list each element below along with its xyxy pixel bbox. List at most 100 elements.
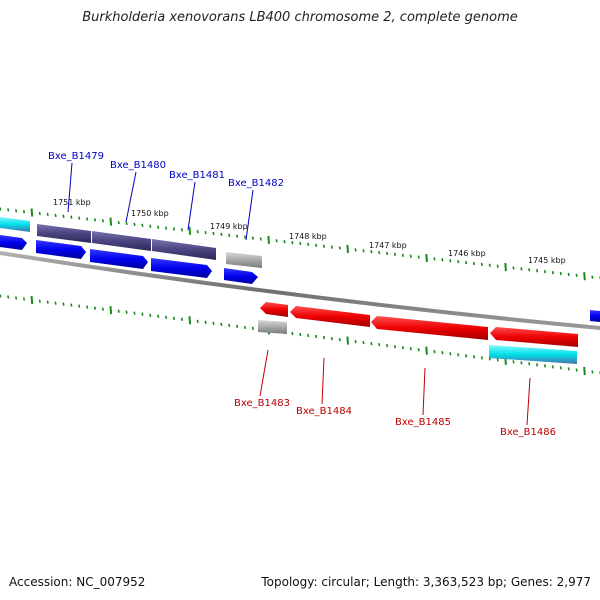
minor-tick <box>512 266 515 270</box>
gene-label-Bxe_B1482[interactable]: Bxe_B1482 <box>228 178 284 189</box>
minor-tick <box>322 244 326 248</box>
label-leaders <box>67 162 531 426</box>
minor-tick <box>457 353 460 357</box>
minor-tick <box>101 307 104 311</box>
minor-tick <box>180 228 183 232</box>
minor-tick <box>378 342 381 347</box>
minor-tick <box>22 297 26 301</box>
minor-tick <box>441 258 444 262</box>
gene-arrow-Bxe_B1480 <box>90 249 148 269</box>
minor-tick <box>236 324 239 329</box>
forward-genes[interactable] <box>0 235 600 322</box>
gene-arrow-Bxe_B1482 <box>224 268 258 284</box>
minor-tick <box>417 255 420 259</box>
gene-arrow-Bxe_B1479 <box>36 240 86 259</box>
scale-label-1751: 1751 kbp <box>53 198 91 207</box>
minor-tick <box>117 309 120 313</box>
minor-tick <box>125 310 128 314</box>
scale-label-1748: 1748 kbp <box>289 232 327 241</box>
minor-tick <box>354 339 357 344</box>
minor-tick <box>149 224 152 228</box>
cog-bars-reverse <box>258 320 577 364</box>
leader-Bxe_B1480 <box>125 171 137 223</box>
cog-bar <box>489 345 577 364</box>
gene-label-Bxe_B1479[interactable]: Bxe_B1479 <box>48 151 104 162</box>
minor-tick <box>567 367 570 371</box>
minor-tick <box>536 269 539 273</box>
minor-tick <box>393 252 397 257</box>
minor-tick <box>401 346 404 350</box>
minor-tick <box>243 325 247 330</box>
minor-tick <box>291 240 294 245</box>
gene-label-Bxe_B1480[interactable]: Bxe_B1480 <box>110 160 166 171</box>
minor-tick <box>117 220 120 225</box>
minor-tick <box>362 340 365 345</box>
gene-label-Bxe_B1483[interactable]: Bxe_B1483 <box>234 398 290 409</box>
minor-tick <box>54 301 57 305</box>
minor-tick <box>149 313 152 317</box>
major-tick <box>188 316 192 325</box>
minor-tick <box>362 249 365 253</box>
gene-arrow-Bxe_B1484 <box>290 306 370 327</box>
minor-tick <box>386 251 389 256</box>
scale-label-1749: 1749 kbp <box>210 222 248 231</box>
genome-stats-text: Topology: circular; Length: 3,363,523 bp… <box>261 575 591 589</box>
minor-tick <box>370 250 373 254</box>
minor-tick <box>315 334 318 339</box>
minor-tick <box>70 303 73 307</box>
minor-tick <box>204 320 207 324</box>
minor-tick <box>165 226 168 230</box>
minor-tick <box>488 263 491 267</box>
minor-tick <box>472 261 476 266</box>
minor-tick <box>386 343 389 348</box>
gene-arrow-Bxe_B1485 <box>371 316 488 340</box>
minor-tick <box>62 214 65 218</box>
minor-tick <box>520 361 523 365</box>
minor-tick <box>93 218 97 222</box>
leader-Bxe_B1485 <box>422 367 426 416</box>
minor-tick <box>354 248 357 252</box>
leader-Bxe_B1483 <box>259 349 269 397</box>
minor-tick <box>496 264 499 268</box>
leader-Bxe_B1486 <box>526 377 531 426</box>
cog-bars-forward <box>0 217 262 268</box>
minor-tick <box>591 370 594 374</box>
minor-tick <box>520 267 523 271</box>
leader-Bxe_B1482 <box>245 189 254 241</box>
minor-tick <box>133 311 136 315</box>
minor-tick <box>543 364 547 368</box>
minor-tick <box>315 243 318 247</box>
minor-tick <box>480 262 483 267</box>
gene-label-Bxe_B1484[interactable]: Bxe_B1484 <box>296 406 352 417</box>
minor-tick <box>172 316 176 320</box>
reverse-genes[interactable] <box>260 302 578 347</box>
gene-arrow-Bxe_B1486 <box>490 327 578 347</box>
minor-tick <box>338 337 341 342</box>
map-title: Burkholderia xenovorans LB400 chromosome… <box>82 10 518 25</box>
minor-tick <box>141 312 144 316</box>
minor-tick <box>15 296 18 300</box>
minor-tick <box>299 332 302 337</box>
accession-text: Accession: NC_007952 <box>9 575 146 589</box>
major-tick <box>109 217 113 226</box>
minor-tick <box>543 269 547 274</box>
minor-tick <box>78 216 81 220</box>
minor-tick <box>228 233 231 237</box>
gene-arrow-Bxe_B1481 <box>151 258 212 278</box>
minor-tick <box>180 317 183 321</box>
minor-tick <box>101 219 104 223</box>
gene-label-Bxe_B1486[interactable]: Bxe_B1486 <box>500 427 556 438</box>
minor-tick <box>0 207 2 211</box>
gene-label-Bxe_B1481[interactable]: Bxe_B1481 <box>169 170 225 181</box>
minor-tick <box>7 208 10 212</box>
gene-label-Bxe_B1485[interactable]: Bxe_B1485 <box>395 417 451 428</box>
cog-bar <box>152 239 216 260</box>
minor-tick <box>86 217 89 221</box>
major-tick <box>109 306 113 315</box>
minor-tick <box>125 221 128 226</box>
minor-tick <box>291 331 294 336</box>
minor-tick <box>38 299 41 303</box>
minor-tick <box>409 347 412 351</box>
minor-tick <box>472 355 476 359</box>
